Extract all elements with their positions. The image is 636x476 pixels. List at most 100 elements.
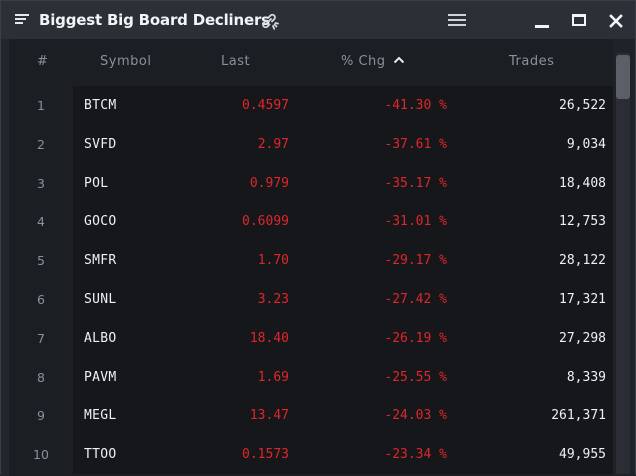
row-number-cell [9, 202, 73, 242]
title-bar[interactable]: Biggest Big Board Decliners [1, 1, 635, 39]
header-chg[interactable]: % Chg [341, 54, 405, 69]
row-percent-change: -24.03 % [384, 408, 447, 424]
row-number-cell [9, 396, 73, 436]
table-row[interactable]: 8 PAVM 1.69 -25.55 % 8,339 [9, 357, 613, 397]
table-row[interactable]: 10 TTOO 0.1573 -23.34 % 49,955 [9, 435, 613, 475]
row-trades: 18,408 [559, 175, 606, 191]
row-symbol: SUNL [84, 292, 117, 307]
row-number-cell [9, 163, 73, 203]
table-row[interactable]: 3 POL 0.979 -35.17 % 18,408 [9, 163, 613, 203]
scrollbar-track[interactable] [616, 53, 630, 474]
row-symbol: ALBO [84, 330, 117, 346]
table-row[interactable]: 4 GOCO 0.6099 -31.01 % 12,753 [9, 202, 613, 242]
row-number-cell [9, 241, 73, 281]
row-percent-change: -37.61 % [384, 136, 447, 152]
row-number: 5 [37, 253, 45, 269]
row-number: 3 [37, 175, 45, 191]
row-data-cell [73, 241, 613, 281]
table-row[interactable]: 1 BTCM 0.4597 -41.30 % 26,522 [9, 86, 613, 125]
minimize-icon[interactable] [534, 13, 550, 29]
row-symbol: MEGL [84, 408, 117, 424]
header-symbol[interactable]: Symbol [100, 54, 152, 69]
row-data-cell [73, 396, 613, 436]
table-row[interactable]: 5 SMFR 1.70 -29.17 % 28,122 [9, 241, 613, 281]
header-trades[interactable]: Trades [509, 54, 555, 69]
row-data-cell [73, 318, 613, 358]
row-number: 10 [33, 447, 49, 463]
row-percent-change: -27.42 % [384, 292, 447, 307]
row-trades: 27,298 [559, 330, 606, 346]
row-percent-change: -35.17 % [384, 175, 447, 191]
window-title: Biggest Big Board Decliners [39, 11, 270, 29]
menu-lines-icon[interactable] [15, 14, 29, 26]
row-symbol: SMFR [84, 253, 117, 269]
row-last-price: 1.69 [257, 369, 289, 385]
row-trades: 28,122 [559, 253, 606, 269]
row-trades: 12,753 [559, 214, 606, 230]
row-trades: 9,034 [566, 136, 606, 152]
row-symbol: BTCM [84, 98, 117, 113]
row-last-price: 13.47 [249, 408, 289, 424]
row-trades: 261,371 [551, 408, 606, 424]
link-icon[interactable] [259, 12, 279, 30]
scrollbar-thumb[interactable] [616, 55, 630, 99]
row-last-price: 0.4597 [242, 98, 289, 113]
row-trades: 49,955 [559, 447, 606, 463]
chevron-up-icon [393, 56, 405, 64]
row-last-price: 1.70 [257, 253, 289, 269]
left-gutter [1, 39, 9, 476]
row-last-price: 3.23 [257, 292, 289, 307]
row-number: 9 [37, 408, 45, 424]
row-data-cell [73, 435, 613, 475]
close-icon[interactable] [608, 13, 624, 29]
row-symbol: PAVM [84, 369, 117, 385]
row-number-cell [9, 435, 73, 475]
header-last[interactable]: Last [221, 54, 251, 69]
row-last-price: 18.40 [249, 330, 289, 346]
maximize-icon[interactable] [572, 14, 586, 26]
table-row[interactable]: 6 SUNL 3.23 -27.42 % 17,321 [9, 280, 613, 319]
row-number-cell [9, 86, 73, 125]
row-last-price: 0.1573 [242, 447, 289, 463]
row-symbol: TTOO [84, 447, 117, 463]
row-number-cell [9, 280, 73, 319]
row-number: 7 [37, 330, 45, 346]
row-data-cell [73, 202, 613, 242]
row-number-cell [9, 318, 73, 358]
table-header: # Symbol Last % Chg Trades [9, 39, 613, 86]
row-number-cell [9, 357, 73, 397]
vertical-scrollbar[interactable] [613, 39, 635, 476]
header-num[interactable]: # [37, 54, 49, 69]
table-row[interactable]: 2 SVFD 2.97 -37.61 % 9,034 [9, 124, 613, 164]
row-last-price: 0.6099 [242, 214, 289, 230]
row-percent-change: -25.55 % [384, 369, 447, 385]
table-row[interactable]: 9 MEGL 13.47 -24.03 % 261,371 [9, 396, 613, 436]
row-trades: 26,522 [559, 98, 606, 113]
row-percent-change: -26.19 % [384, 330, 447, 346]
row-data-cell [73, 124, 613, 164]
row-symbol: POL [84, 175, 109, 191]
row-symbol: SVFD [84, 136, 117, 152]
row-number: 1 [37, 98, 45, 113]
row-last-price: 2.97 [257, 136, 289, 152]
row-percent-change: -29.17 % [384, 253, 447, 269]
row-symbol: GOCO [84, 214, 117, 230]
row-data-cell [73, 86, 613, 125]
row-data-cell [73, 163, 613, 203]
row-number: 6 [37, 292, 45, 307]
row-data-cell [73, 280, 613, 319]
row-trades: 8,339 [566, 369, 606, 385]
row-trades: 17,321 [559, 292, 606, 307]
row-number-cell [9, 124, 73, 164]
row-number: 2 [37, 136, 45, 152]
row-data-cell [73, 357, 613, 397]
table-row[interactable]: 7 ALBO 18.40 -26.19 % 27,298 [9, 318, 613, 358]
row-number: 8 [37, 369, 45, 385]
row-percent-change: -31.01 % [384, 214, 447, 230]
header-chg-label: % Chg [341, 54, 386, 69]
row-percent-change: -41.30 % [384, 98, 447, 113]
options-hamburger-icon[interactable] [448, 14, 466, 27]
row-last-price: 0.979 [249, 175, 289, 191]
row-number: 4 [37, 214, 45, 230]
